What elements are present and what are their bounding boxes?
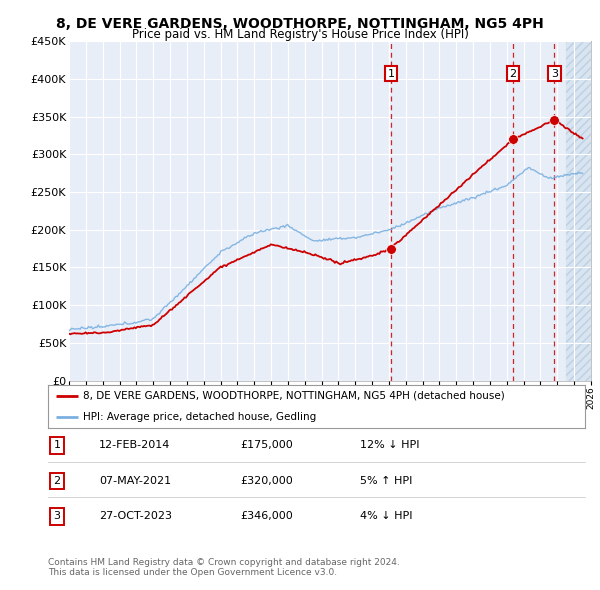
Text: 4% ↓ HPI: 4% ↓ HPI bbox=[360, 512, 413, 521]
Text: 2: 2 bbox=[53, 476, 61, 486]
Text: Contains HM Land Registry data © Crown copyright and database right 2024.
This d: Contains HM Land Registry data © Crown c… bbox=[48, 558, 400, 577]
Text: 1: 1 bbox=[53, 441, 61, 450]
Text: 3: 3 bbox=[551, 68, 558, 78]
Text: £320,000: £320,000 bbox=[240, 476, 293, 486]
Text: HPI: Average price, detached house, Gedling: HPI: Average price, detached house, Gedl… bbox=[83, 412, 316, 422]
Text: 1: 1 bbox=[388, 68, 394, 78]
Text: 2: 2 bbox=[509, 68, 517, 78]
Bar bbox=[566, 41, 591, 381]
Text: 8, DE VERE GARDENS, WOODTHORPE, NOTTINGHAM, NG5 4PH (detached house): 8, DE VERE GARDENS, WOODTHORPE, NOTTINGH… bbox=[83, 391, 505, 401]
Text: £346,000: £346,000 bbox=[240, 512, 293, 521]
Text: 27-OCT-2023: 27-OCT-2023 bbox=[99, 512, 172, 521]
Text: £175,000: £175,000 bbox=[240, 441, 293, 450]
Text: 12-FEB-2014: 12-FEB-2014 bbox=[99, 441, 170, 450]
Text: 5% ↑ HPI: 5% ↑ HPI bbox=[360, 476, 412, 486]
Bar bbox=[566, 41, 591, 381]
Text: 8, DE VERE GARDENS, WOODTHORPE, NOTTINGHAM, NG5 4PH: 8, DE VERE GARDENS, WOODTHORPE, NOTTINGH… bbox=[56, 17, 544, 31]
Text: 07-MAY-2021: 07-MAY-2021 bbox=[99, 476, 171, 486]
Text: 3: 3 bbox=[53, 512, 61, 521]
Text: Price paid vs. HM Land Registry's House Price Index (HPI): Price paid vs. HM Land Registry's House … bbox=[131, 28, 469, 41]
Text: 12% ↓ HPI: 12% ↓ HPI bbox=[360, 441, 419, 450]
